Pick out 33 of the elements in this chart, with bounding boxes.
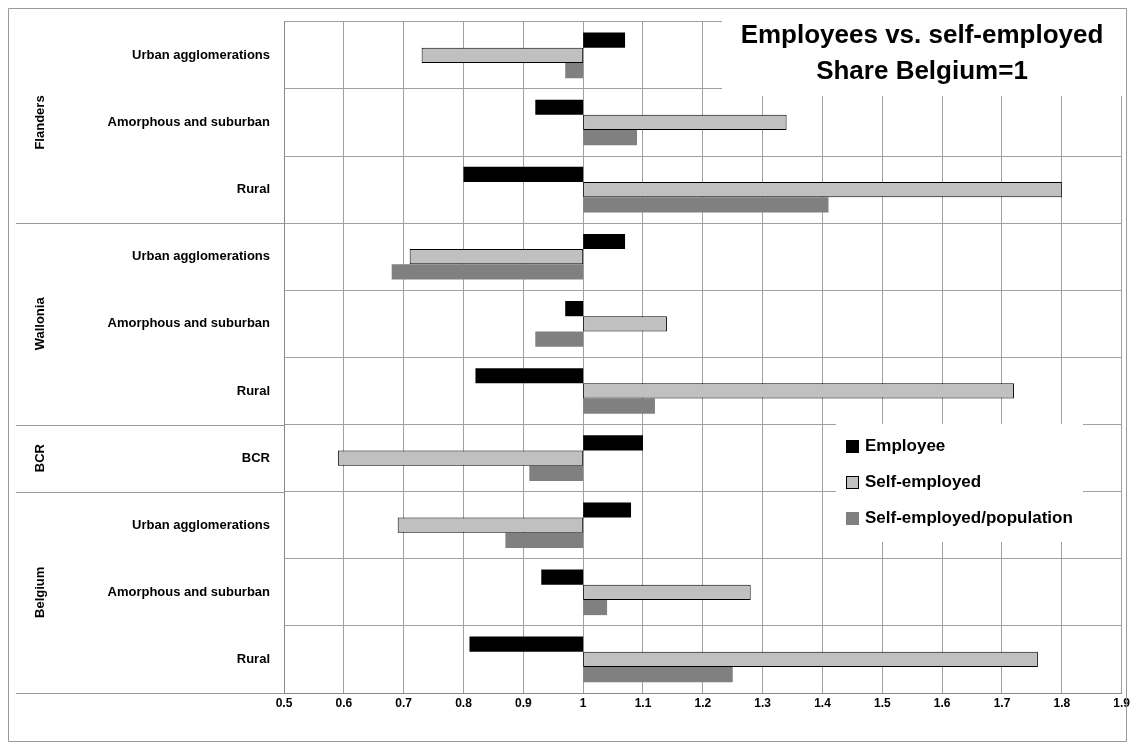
text: BCR bbox=[31, 443, 47, 473]
legend-label: Employee bbox=[865, 436, 946, 456]
text: Wallonia bbox=[31, 296, 47, 351]
text: Flanders bbox=[31, 95, 47, 150]
x-tick-label: 0.5 bbox=[275, 695, 293, 710]
y-tick-label: Rural bbox=[236, 651, 270, 667]
x-tick-label: 0.6 bbox=[335, 695, 353, 710]
y-tick-label: Amorphous and suburban bbox=[107, 114, 271, 130]
y-tick-label: Amorphous and suburban bbox=[107, 583, 271, 599]
x-tick-label: 1 bbox=[579, 695, 587, 710]
legend-label: Self-employed/population bbox=[865, 508, 1073, 528]
x-tick-label: 1.6 bbox=[933, 695, 951, 710]
y-tick-label: Urban agglomerations bbox=[132, 46, 270, 62]
x-tick-label: 1.7 bbox=[993, 695, 1011, 710]
x-tick-label: 1.1 bbox=[634, 695, 652, 710]
text: Belgium bbox=[31, 566, 47, 618]
x-tick-label: 1.4 bbox=[814, 695, 832, 710]
y-tick-label: Urban agglomerations bbox=[132, 248, 270, 264]
chart-title: Employees vs. self-employed bbox=[739, 18, 1105, 51]
x-tick-label: 1.2 bbox=[694, 695, 712, 710]
y-tick-label: Amorphous and suburban bbox=[107, 315, 271, 331]
y-tick-label: Rural bbox=[236, 181, 270, 197]
x-tick-label: 1.8 bbox=[1053, 695, 1071, 710]
x-tick-label: 0.8 bbox=[455, 695, 473, 710]
x-tick-label: 1.3 bbox=[754, 695, 772, 710]
y-tick-label: Urban agglomerations bbox=[132, 516, 270, 532]
x-tick-label: 0.7 bbox=[395, 695, 413, 710]
text: Share Belgium=1 bbox=[815, 54, 1029, 87]
legend-label: Self-employed bbox=[865, 472, 982, 492]
y-tick-label: BCR bbox=[241, 449, 271, 465]
y-tick-label: Rural bbox=[236, 382, 270, 398]
x-tick-label: 0.9 bbox=[514, 695, 532, 710]
x-tick-label: 1.5 bbox=[873, 695, 891, 710]
